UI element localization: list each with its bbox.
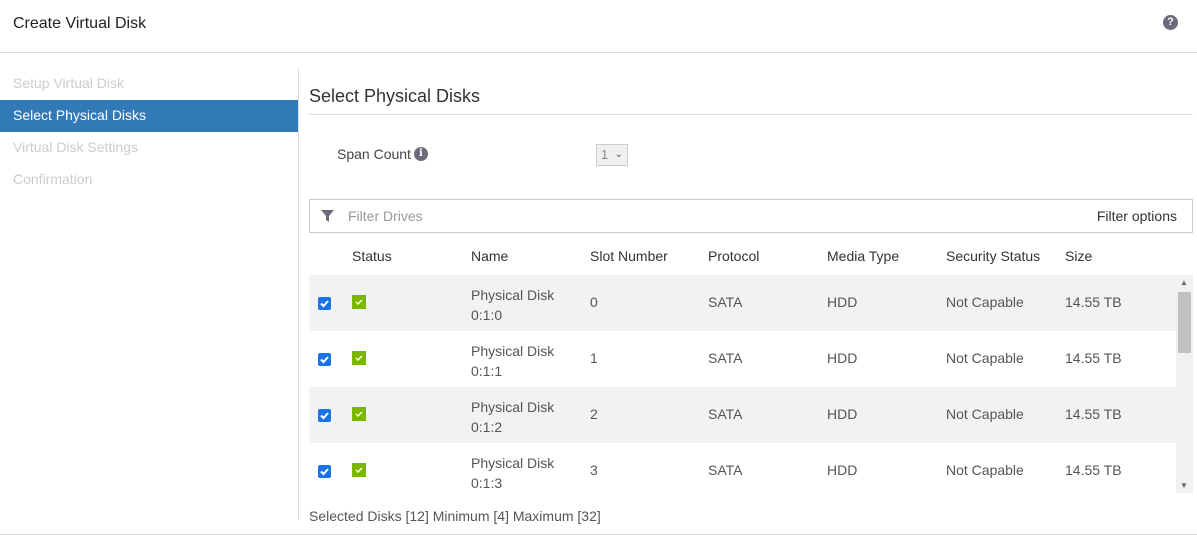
column-header-name[interactable]: Name: [471, 248, 509, 264]
media-type: HDD: [827, 406, 858, 422]
help-icon[interactable]: ?: [1163, 15, 1178, 30]
span-count-label: Span Count i: [337, 146, 428, 162]
protocol: SATA: [708, 462, 743, 478]
column-header-media-type[interactable]: Media Type: [827, 248, 900, 264]
slot-number: 0: [590, 294, 598, 310]
wizard-steps: Setup Virtual Disk Select Physical Disks…: [0, 68, 298, 196]
disk-name-line2: 0:1:2: [471, 419, 503, 435]
row-checkbox[interactable]: [318, 465, 331, 478]
disk-name-line1: Physical Disk: [471, 287, 555, 303]
divider: [0, 534, 1197, 535]
disk-name: Physical Disk 0:1:2: [471, 397, 554, 437]
slot-number: 2: [590, 406, 598, 422]
disk-name-line2: 0:1:3: [471, 475, 503, 491]
scroll-up-icon[interactable]: ▲: [1180, 278, 1188, 287]
size: 14.55 TB: [1065, 406, 1122, 422]
security-status: Not Capable: [946, 294, 1024, 310]
status-ok-icon: [352, 463, 366, 477]
table-scrollbar[interactable]: ▲ ▼: [1176, 275, 1193, 493]
step-virtual-disk-settings[interactable]: Virtual Disk Settings: [13, 139, 139, 155]
status-ok-icon: [352, 295, 366, 309]
status-ok-icon: [352, 407, 366, 421]
span-count-value: 1: [601, 147, 609, 162]
disk-name: Physical Disk 0:1:1: [471, 341, 554, 381]
size: 14.55 TB: [1065, 350, 1122, 366]
divider: [298, 68, 299, 520]
row-checkbox[interactable]: [318, 297, 331, 310]
disk-name-line2: 0:1:0: [471, 307, 503, 323]
span-count-text: Span Count: [337, 146, 411, 162]
protocol: SATA: [708, 294, 743, 310]
protocol: SATA: [708, 350, 743, 366]
scrollbar-thumb[interactable]: [1178, 292, 1191, 353]
media-type: HDD: [827, 350, 858, 366]
chevron-down-icon: ⌄: [614, 149, 623, 160]
span-count-select[interactable]: 1 ⌄: [596, 144, 628, 166]
filter-bar: Filter Drives Filter options: [309, 199, 1193, 233]
disk-name-line1: Physical Disk: [471, 399, 555, 415]
security-status: Not Capable: [946, 462, 1024, 478]
column-header-status[interactable]: Status: [352, 248, 392, 264]
size: 14.55 TB: [1065, 294, 1122, 310]
step-confirmation[interactable]: Confirmation: [13, 171, 93, 187]
media-type: HDD: [827, 462, 858, 478]
table-row[interactable]: Physical Disk 0:1:3 3 SATA HDD Not Capabl…: [309, 443, 1176, 499]
column-header-size[interactable]: Size: [1065, 248, 1093, 264]
table-row[interactable]: Physical Disk 0:1:1 1 SATA HDD Not Capabl…: [309, 331, 1176, 387]
table-row[interactable]: Physical Disk 0:1:0 0 SATA HDD Not Capabl…: [309, 275, 1176, 331]
filter-icon: [321, 210, 334, 222]
row-checkbox[interactable]: [318, 353, 331, 366]
protocol: SATA: [708, 406, 743, 422]
step-setup-virtual-disk[interactable]: Setup Virtual Disk: [13, 75, 125, 91]
disk-name-line2: 0:1:1: [471, 363, 503, 379]
media-type: HDD: [827, 294, 858, 310]
disk-name: Physical Disk 0:1:0: [471, 285, 554, 325]
disk-name: Physical Disk 0:1:3: [471, 453, 554, 493]
info-icon[interactable]: i: [413, 147, 428, 161]
disk-name-line1: Physical Disk: [471, 455, 555, 471]
column-header-protocol[interactable]: Protocol: [708, 248, 760, 264]
security-status: Not Capable: [946, 350, 1024, 366]
scroll-down-icon[interactable]: ▼: [1180, 481, 1188, 490]
size: 14.55 TB: [1065, 462, 1122, 478]
slot-number: 3: [590, 462, 598, 478]
table-row[interactable]: Physical Disk 0:1:2 2 SATA HDD Not Capabl…: [309, 387, 1176, 443]
disk-name-line1: Physical Disk: [471, 343, 555, 359]
filter-options-button[interactable]: Filter options: [1096, 208, 1177, 224]
section-title: Select Physical Disks: [309, 86, 481, 106]
filter-drives-input[interactable]: Filter Drives: [348, 208, 423, 224]
slot-number: 1: [590, 350, 598, 366]
dialog-header: Create Virtual Disk ?: [0, 0, 1197, 53]
dialog-title: Create Virtual Disk: [13, 15, 147, 32]
divider: [309, 114, 1193, 115]
column-header-slot-number[interactable]: Slot Number: [590, 248, 668, 264]
selection-summary: Selected Disks [12] Minimum [4] Maximum …: [309, 508, 601, 524]
row-checkbox[interactable]: [318, 409, 331, 422]
status-ok-icon: [352, 351, 366, 365]
step-select-physical-disks[interactable]: Select Physical Disks: [0, 100, 298, 132]
column-header-security-status[interactable]: Security Status: [946, 248, 1041, 264]
security-status: Not Capable: [946, 406, 1024, 422]
